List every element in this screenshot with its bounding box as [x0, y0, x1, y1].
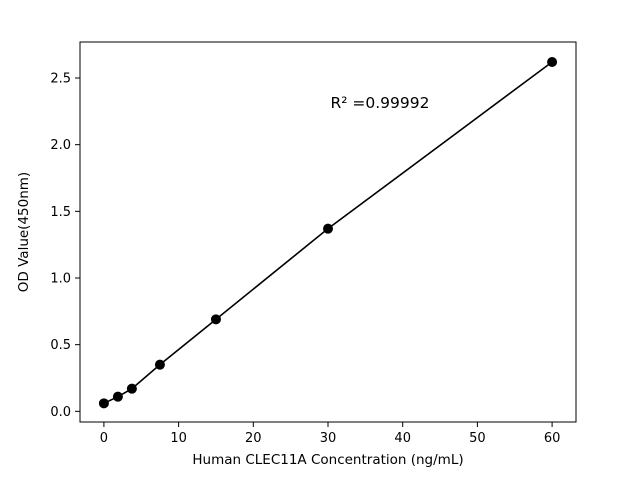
- y-tick-label: 2.0: [50, 138, 71, 153]
- y-axis-label: OD Value(450nm): [16, 172, 32, 292]
- y-tick-label: 1.0: [50, 272, 71, 287]
- data-point: [112, 391, 123, 402]
- x-tick-label: 50: [469, 431, 486, 446]
- x-tick-label: 20: [245, 431, 262, 446]
- x-tick-label: 60: [544, 431, 561, 446]
- data-point: [210, 314, 221, 325]
- y-tick-label: 1.5: [50, 205, 71, 220]
- y-tick-label: 0.0: [50, 405, 71, 420]
- x-axis-label: Human CLEC11A Concentration (ng/mL): [192, 452, 463, 468]
- data-point: [547, 57, 558, 67]
- x-tick-label: 0: [100, 431, 108, 446]
- data-point: [126, 383, 137, 394]
- x-tick-label: 10: [170, 431, 187, 446]
- data-point: [98, 398, 109, 409]
- x-tick-label: 30: [320, 431, 337, 446]
- data-point: [154, 359, 165, 370]
- plot-dynamic-layer: 0 10 20 30 40 50 60 0.0 0.5 1.0 1.5 2.0 2.5: [50, 57, 560, 446]
- r-squared-annotation: R² =0.99992: [331, 94, 430, 112]
- x-tick-label: 40: [394, 431, 411, 446]
- y-tick-label: 2.5: [50, 72, 71, 87]
- y-tick-label: 0.5: [50, 338, 71, 353]
- data-point: [323, 223, 333, 234]
